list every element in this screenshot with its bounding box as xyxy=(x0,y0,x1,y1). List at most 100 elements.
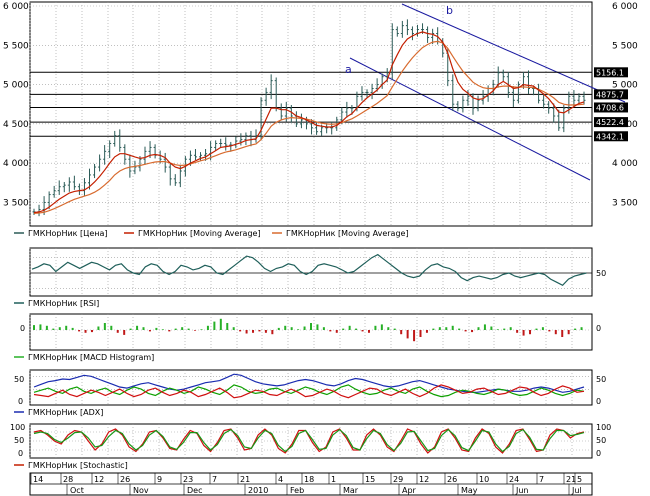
price-tick-left: 4 000 xyxy=(3,159,29,169)
month-label: May xyxy=(461,486,478,495)
annotation-b: b xyxy=(446,4,453,17)
legend-price: ГМКНорНик [Цена] xyxy=(28,229,108,238)
stoch-tick-50-left: 50 xyxy=(14,436,24,445)
channel-upper-line xyxy=(401,3,626,103)
price-tick-right: 6 000 xyxy=(612,2,638,12)
price-level-label: 4708.6 xyxy=(596,103,624,112)
stoch-tick-100: 100 xyxy=(596,423,611,432)
stoch_d-line xyxy=(33,428,585,453)
price-level-label: 4875.7 xyxy=(596,90,624,99)
legend-rsi: ГМКНорНик [RSI] xyxy=(28,299,99,308)
month-label: Oct xyxy=(70,486,84,495)
day-tick-label: 24 xyxy=(509,475,519,484)
adx-tick-50-left: 50 xyxy=(14,375,24,384)
adx-line xyxy=(33,373,585,393)
price-tick-left: 6 000 xyxy=(3,2,29,12)
adx-tick-0: 0 xyxy=(596,397,601,406)
adx-legend: ГМКНорНик [ADX] xyxy=(14,408,103,417)
price-level-label-bg xyxy=(594,117,628,128)
month-label: Mar xyxy=(343,486,359,495)
month-label: Nov xyxy=(133,486,149,495)
day-tick-label: 7 xyxy=(539,475,544,484)
price-tick-right: 3 500 xyxy=(612,198,638,208)
price-level-label-bg xyxy=(594,102,628,113)
macd-tick-0-left: 0 xyxy=(20,324,25,333)
macd-legend: ГМКНорНик [MACD Histogram] xyxy=(14,353,154,362)
day-tick-label: 12 xyxy=(419,475,429,484)
price-level-label-bg xyxy=(594,131,628,142)
stoch-tick-0-left: 0 xyxy=(18,449,23,458)
price-tick-left: 5 000 xyxy=(3,81,29,91)
price-level-label: 5156.1 xyxy=(596,68,624,77)
price-tick-right: 5 500 xyxy=(612,41,638,51)
price-level-label: 4342.1 xyxy=(596,132,624,141)
price-level-label: 4522.4 xyxy=(596,118,624,127)
price-labels: 5156.1 4875.7 4708.6 4522.4 4342.1 xyxy=(594,67,628,142)
rsi-line xyxy=(31,253,587,287)
day-tick-label: 29 xyxy=(393,475,403,484)
stochastic-lines xyxy=(33,428,585,454)
day-tick-label: 7 xyxy=(212,475,217,484)
minus_di-line xyxy=(33,384,585,399)
stoch-tick-100-left: 100 xyxy=(10,423,25,432)
rsi-legend: ГМКНорНик [RSI] xyxy=(14,299,99,308)
adx-panel xyxy=(29,369,593,406)
rsi-tick-50: 50 xyxy=(596,269,606,278)
stoch_k-line xyxy=(33,428,585,454)
legend-adx: ГМКНорНик [ADX] xyxy=(28,408,103,417)
adx-tick-50: 50 xyxy=(596,375,606,384)
stochastic-legend: ГМКНорНик [Stochastic] xyxy=(14,461,128,470)
ma-slow-line xyxy=(33,40,585,214)
day-tick-label: 18 xyxy=(304,475,314,484)
day-tick-label: 28 xyxy=(63,475,73,484)
month-label: Feb xyxy=(290,486,304,495)
price-level-label-bg xyxy=(594,67,628,78)
price-panel xyxy=(29,1,593,227)
price-tick-left: 4 500 xyxy=(3,120,29,130)
price-tick-right: 5 000 xyxy=(612,81,638,91)
macd-panel xyxy=(29,313,593,351)
macd-tick-0: 0 xyxy=(596,324,601,333)
price-tick-right: 4 000 xyxy=(612,159,638,169)
ma-fast-line xyxy=(33,31,585,214)
day-tick-label: 1 xyxy=(331,475,336,484)
stoch-tick-0: 0 xyxy=(596,449,601,458)
price-grid xyxy=(29,2,592,226)
moving-averages xyxy=(33,31,585,214)
stoch-tick-50: 50 xyxy=(596,436,606,445)
month-label: Jul xyxy=(571,486,582,495)
month-label: Jun xyxy=(515,486,529,495)
price-legend: ГМКНорНик [Цена] ГМКНорНик [Moving Avera… xyxy=(14,229,409,238)
adx-lines xyxy=(33,373,585,399)
day-tick-label: 10 xyxy=(479,475,489,484)
day-tick-label: 5 xyxy=(577,475,582,484)
price-bars xyxy=(32,19,586,217)
price-level-label-bg xyxy=(594,89,628,100)
rsi-series-line xyxy=(31,253,587,287)
day-tick-label: 21 xyxy=(566,475,576,484)
price-tick-left: 3 500 xyxy=(3,198,29,208)
day-tick-label: 9 xyxy=(157,475,162,484)
legend-macd: ГМКНорНик [MACD Histogram] xyxy=(28,353,154,362)
month-label: Apr xyxy=(402,486,417,495)
macd-histogram-bars xyxy=(33,318,583,342)
month-label: Dec xyxy=(187,486,202,495)
adx-tick-0-left: 0 xyxy=(18,397,23,406)
trend-channels xyxy=(349,3,626,181)
day-tick-label: 23 xyxy=(183,475,193,484)
channel-lower-line xyxy=(349,57,591,181)
day-tick-label: 4 xyxy=(278,475,283,484)
price-tick-left: 5 500 xyxy=(3,41,29,51)
day-tick-label: 15 xyxy=(365,475,375,484)
legend-ma-slow: ГМКНорНик [Moving Average] xyxy=(286,229,409,238)
legend-stochastic: ГМКНорНик [Stochastic] xyxy=(28,461,128,470)
day-tick-label: 21 xyxy=(240,475,250,484)
rsi-grid xyxy=(29,248,592,296)
day-tick-label: 26 xyxy=(120,475,130,484)
day-tick-label: 26 xyxy=(447,475,457,484)
annotation-a: a xyxy=(345,63,352,76)
month-label: 2010 xyxy=(248,486,268,495)
day-tick-label: 12 xyxy=(94,475,104,484)
